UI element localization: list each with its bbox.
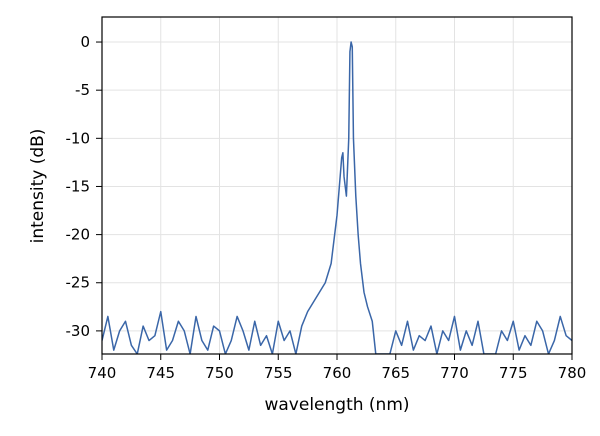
- x-tick-label: 745: [146, 364, 175, 382]
- y-axis-label: intensity (dB): [28, 129, 48, 244]
- x-tick-label: 770: [440, 364, 469, 382]
- x-tick-label: 740: [88, 364, 117, 382]
- y-tick-label: -10: [66, 129, 91, 147]
- x-axis-label: wavelength (nm): [264, 395, 409, 415]
- y-tick-label: -30: [66, 322, 91, 340]
- y-tick-label: -25: [66, 274, 91, 292]
- x-tick-label: 765: [381, 364, 410, 382]
- x-tick-label: 780: [558, 364, 587, 382]
- x-tick-label: 760: [323, 364, 352, 382]
- data-line: [102, 41, 572, 354]
- x-tick-label: 755: [264, 364, 293, 382]
- plot-frame: [101, 16, 573, 355]
- y-tick-label: -20: [66, 226, 91, 244]
- y-tick-label: 0: [80, 33, 90, 51]
- y-tick-label: -15: [66, 177, 91, 195]
- x-tick-label: 750: [205, 364, 234, 382]
- y-tick-label: -5: [75, 81, 90, 99]
- x-tick-label: 775: [499, 364, 528, 382]
